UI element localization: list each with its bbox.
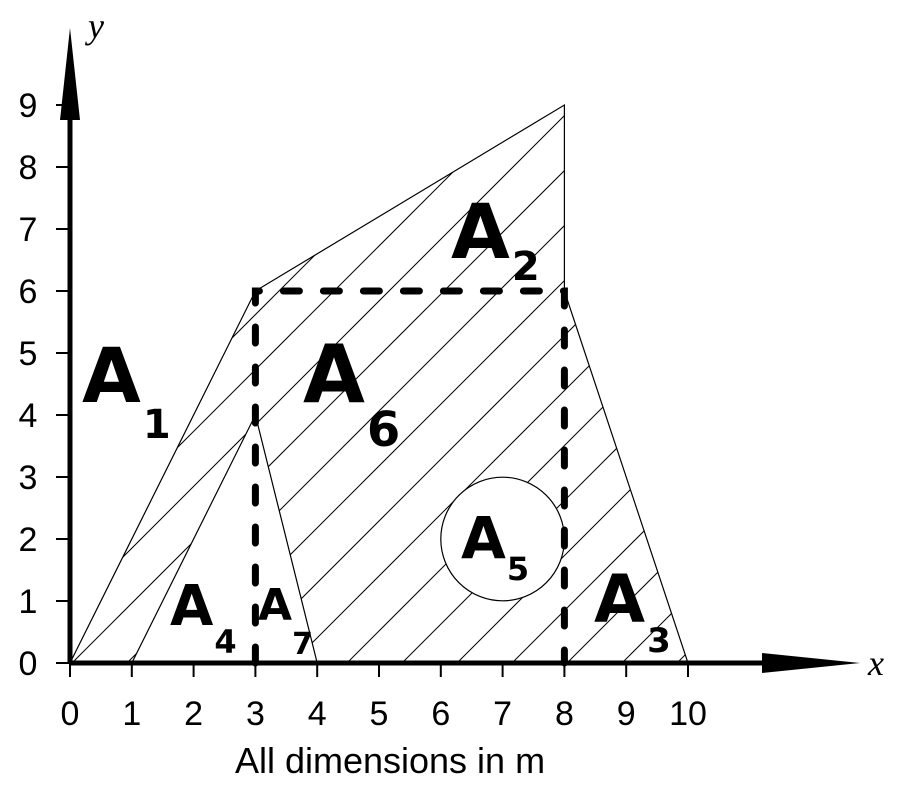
region-label-a5: A5 xyxy=(461,504,529,588)
x-tick-marks xyxy=(69,663,689,677)
x-tick-label: 10 xyxy=(669,695,707,733)
y-tick-label: 4 xyxy=(19,397,38,435)
x-tick-label: 3 xyxy=(246,695,265,733)
y-tick-label: 6 xyxy=(19,273,38,311)
x-tick-label: 2 xyxy=(184,695,203,733)
y-tick-label: 5 xyxy=(19,335,38,373)
y-axis-name: y xyxy=(85,6,104,46)
hatch-line xyxy=(695,0,913,700)
x-tick-labels: 0 1 2 3 4 5 6 7 8 9 10 xyxy=(61,695,707,733)
region-label-a7: A7 xyxy=(258,580,313,662)
y-tick-marks xyxy=(56,104,70,664)
x-tick-label: 0 xyxy=(61,695,80,733)
region-label-a3: A3 xyxy=(594,561,671,661)
hatch-line xyxy=(750,0,913,700)
dashed-rectangle xyxy=(251,287,568,667)
x-tick-label: 7 xyxy=(493,695,512,733)
x-tick-label: 6 xyxy=(431,695,450,733)
region-label-a4: A4 xyxy=(170,574,237,661)
hatch-line xyxy=(199,105,688,663)
hatch-line xyxy=(529,105,688,663)
y-axis-arrowhead xyxy=(60,28,80,120)
y-tick-labels: 0 1 2 3 4 5 6 7 8 9 xyxy=(19,87,38,683)
hatch-line xyxy=(805,0,913,700)
dimensions-caption: All dimensions in m xyxy=(235,740,545,781)
hatch-line xyxy=(639,105,688,663)
hatch-line xyxy=(474,105,688,663)
y-tick-label: 9 xyxy=(19,87,38,125)
region-label-a1: A1 xyxy=(82,331,171,448)
y-tick-label: 2 xyxy=(19,521,38,559)
hatch-line xyxy=(70,105,296,663)
x-tick-label: 5 xyxy=(370,695,389,733)
region-label-a2: A2 xyxy=(451,187,540,290)
x-tick-label: 1 xyxy=(122,695,141,733)
region-label-a6: A6 xyxy=(303,328,400,458)
y-tick-label: 3 xyxy=(19,459,38,497)
x-tick-label: 4 xyxy=(308,695,327,733)
hatch-line xyxy=(0,0,20,700)
y-tick-label: 8 xyxy=(19,149,38,187)
x-tick-label: 9 xyxy=(617,695,636,733)
x-axis-name: x xyxy=(867,643,884,683)
hatch-line xyxy=(860,0,913,700)
y-tick-label: 0 xyxy=(19,645,38,683)
y-tick-label: 1 xyxy=(19,583,38,621)
x-axis-arrowhead xyxy=(762,653,860,673)
x-tick-label: 8 xyxy=(555,695,574,733)
y-tick-label: 7 xyxy=(19,211,38,249)
